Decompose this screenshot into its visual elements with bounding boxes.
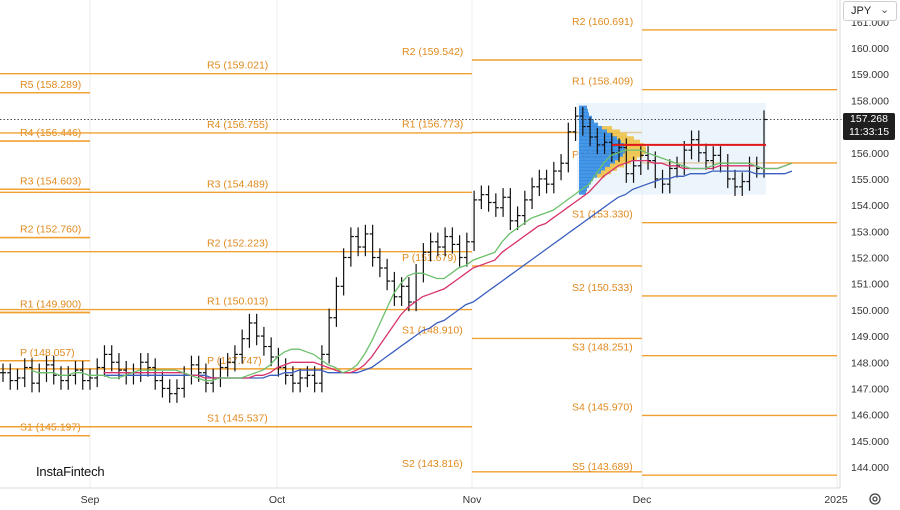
- profile-value-bar: [623, 153, 643, 158]
- pivot-label: S1 (145.197): [20, 422, 81, 434]
- profile-value-bar: [617, 136, 634, 141]
- y-tick-label: 145.000: [851, 436, 889, 448]
- profile-value-bar: [619, 156, 637, 161]
- pivot-label: S4 (145.970): [572, 401, 633, 413]
- profile-bar: [579, 143, 624, 148]
- profile-bar: [579, 173, 597, 178]
- y-tick-label: 151.000: [851, 279, 889, 291]
- profile-bar: [579, 149, 625, 154]
- y-tick-label: 150.000: [851, 305, 889, 317]
- pivot-label: S3 (148.251): [572, 342, 633, 354]
- current-price-badge: 157.268 11:33:15: [843, 113, 895, 140]
- profile-value-bar: [597, 173, 605, 178]
- profile-value-bar: [621, 139, 640, 144]
- pivot-levels: R5 (158.289)R4 (156.446)R3 (154.603)R2 (…: [0, 16, 837, 476]
- profile-bar: [579, 180, 591, 185]
- profile-value-bar: [607, 129, 620, 134]
- pivot-label: S2 (150.533): [572, 282, 633, 294]
- profile-value-bar: [625, 149, 646, 154]
- pivot-label: S2 (143.816): [402, 458, 463, 470]
- chevron-down-icon: ⌄: [880, 4, 890, 16]
- pivot-label: R1 (156.773): [402, 119, 463, 131]
- settings-gear-icon[interactable]: [868, 492, 882, 506]
- pivot-label: R2 (152.760): [20, 224, 81, 236]
- profile-bar: [579, 146, 625, 151]
- profile-value-bar: [625, 146, 646, 151]
- pivot-label: P (151.679): [402, 252, 457, 264]
- profile-bar: [579, 170, 601, 175]
- pivot-label: S1 (153.330): [572, 209, 633, 221]
- profile-bar: [579, 160, 615, 165]
- pivot-label: R4 (156.755): [207, 119, 268, 131]
- volume-profile: [577, 102, 766, 195]
- profile-bar: [579, 119, 594, 124]
- profile-bar: [579, 139, 621, 144]
- profile-bar: [579, 177, 593, 182]
- y-tick-label: 158.000: [851, 95, 889, 107]
- pivot-label: S1 (148.910): [402, 324, 463, 336]
- x-tick-label: Oct: [269, 494, 285, 506]
- y-tick-label: 153.000: [851, 226, 889, 238]
- candles: [0, 106, 767, 403]
- current-price-time: 11:33:15: [848, 126, 890, 138]
- time-axis: Sep Oct Nov Dec 2025: [0, 487, 848, 506]
- pivot-label: R1 (149.900): [20, 298, 81, 310]
- x-tick-label: Sep: [81, 494, 100, 506]
- symbol-selector[interactable]: JPY ⌄: [843, 1, 897, 21]
- y-tick-label: 160.000: [851, 43, 889, 55]
- y-tick-label: 149.000: [851, 331, 889, 343]
- pivot-label: R5 (158.289): [20, 79, 81, 91]
- symbol-label: JPY: [851, 5, 872, 17]
- grid-lines: [89, 0, 838, 488]
- profile-value-bar: [612, 132, 627, 137]
- profile-value-bar: [615, 160, 631, 165]
- profile-bar: [579, 112, 589, 117]
- current-price-value: 157.268: [850, 113, 888, 125]
- profile-value-bar: [610, 163, 624, 168]
- x-tick-label: Dec: [633, 494, 652, 506]
- pivot-label: P (148.057): [20, 347, 75, 359]
- y-tick-label: 152.000: [851, 253, 889, 265]
- brand-watermark: InstaFintech: [36, 464, 105, 479]
- ma-slow-line: [103, 170, 793, 379]
- pivot-label: R1 (150.013): [207, 296, 268, 308]
- y-tick-label: 146.000: [851, 410, 889, 422]
- profile-bar: [579, 183, 589, 188]
- pivot-label: S1 (145.537): [207, 413, 268, 425]
- x-tick-label: Nov: [463, 494, 482, 506]
- pivot-label: R3 (154.489): [207, 178, 268, 190]
- y-tick-label: 144.000: [851, 462, 889, 474]
- pivot-label: R5 (159.021): [207, 60, 268, 72]
- y-tick-label: 154.000: [851, 200, 889, 212]
- profile-bar: [579, 156, 619, 161]
- profile-bar: [579, 122, 598, 127]
- profile-bar: [579, 109, 588, 114]
- profile-bar: [579, 166, 605, 171]
- pivot-label: S5 (143.689): [572, 461, 633, 473]
- price-axis: 161.000160.000159.000158.000157.000156.0…: [839, 0, 889, 488]
- x-tick-label: 2025: [824, 494, 848, 506]
- y-tick-label: 147.000: [851, 383, 889, 395]
- profile-bar: [579, 153, 623, 158]
- pivot-label: R2 (160.691): [572, 16, 633, 28]
- pivot-label: R3 (154.603): [20, 175, 81, 187]
- profile-bar: [579, 190, 586, 195]
- profile-bar: [579, 136, 617, 141]
- pivot-label: R1 (158.409): [572, 76, 633, 88]
- profile-bar: [579, 129, 607, 134]
- profile-bar: [579, 163, 610, 168]
- profile-value-bar: [605, 166, 617, 171]
- pivot-label: R2 (152.223): [207, 238, 268, 250]
- ma-fast-line: [30, 149, 793, 382]
- profile-bar: [579, 115, 592, 120]
- y-tick-label: 155.000: [851, 174, 889, 186]
- y-tick-label: 159.000: [851, 69, 889, 81]
- y-tick-label: 156.000: [851, 148, 889, 160]
- pivot-label: R2 (159.542): [402, 46, 463, 58]
- profile-value-bar: [601, 170, 611, 175]
- profile-bar: [579, 132, 612, 137]
- profile-value-bar: [602, 126, 612, 131]
- y-tick-label: 148.000: [851, 357, 889, 369]
